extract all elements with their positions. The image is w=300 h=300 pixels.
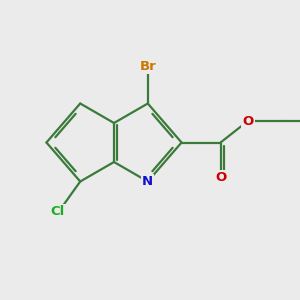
- Text: Cl: Cl: [51, 205, 65, 218]
- Text: O: O: [242, 115, 254, 128]
- Text: Br: Br: [140, 59, 156, 73]
- Text: O: O: [215, 171, 226, 184]
- Text: N: N: [142, 175, 153, 188]
